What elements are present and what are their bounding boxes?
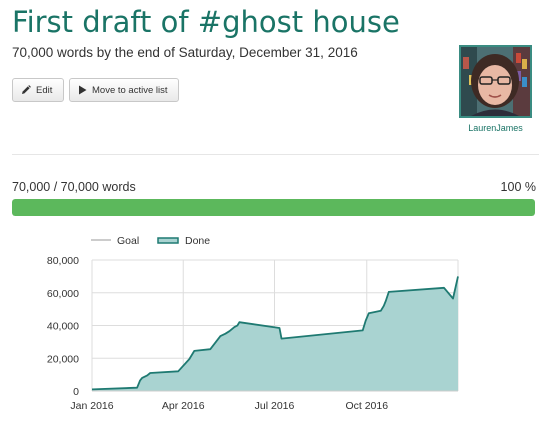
play-icon xyxy=(79,85,87,95)
chart-legend: Goal Done xyxy=(91,235,210,247)
y-tick-label: 60,000 xyxy=(47,288,79,300)
edit-button-label: Edit xyxy=(36,84,53,96)
x-tick-label: Apr 2016 xyxy=(162,400,205,412)
move-to-active-list-button[interactable]: Move to active list xyxy=(69,78,179,102)
legend-goal-label: Goal xyxy=(117,235,139,247)
word-count-label: 70,000 / 70,000 words xyxy=(12,180,136,194)
divider xyxy=(12,154,539,155)
username-link[interactable]: LaurenJames xyxy=(468,123,523,133)
pencil-icon xyxy=(22,85,31,94)
y-tick-label: 20,000 xyxy=(47,353,79,365)
edit-button[interactable]: Edit xyxy=(12,78,64,102)
chart-series xyxy=(91,276,459,391)
progress-bar-fill xyxy=(12,199,535,216)
y-tick-label: 0 xyxy=(73,386,79,398)
goal-subtitle: 70,000 words by the end of Saturday, Dec… xyxy=(12,45,358,60)
avatar-image xyxy=(461,47,530,116)
done-series-area xyxy=(92,276,458,391)
x-tick-label: Jan 2016 xyxy=(70,400,113,412)
y-tick-label: 80,000 xyxy=(47,255,79,267)
x-tick-label: Jul 2016 xyxy=(255,400,295,412)
x-tick-label: Oct 2016 xyxy=(345,400,388,412)
y-tick-label: 40,000 xyxy=(47,321,79,333)
move-button-label: Move to active list xyxy=(92,84,168,96)
percent-label: 100 % xyxy=(500,180,536,194)
chart-axes: 0 20,000 40,000 60,000 80,000 Jan 2016 Apr 201… xyxy=(47,255,458,412)
legend-done-swatch xyxy=(157,237,179,244)
progress-chart: Goal Done 0 20,000 40,000 60,000 80,000 Jan 2… xyxy=(47,235,459,412)
progress-bar xyxy=(12,199,535,216)
legend-done-label: Done xyxy=(185,235,210,247)
done-series-line xyxy=(91,276,459,391)
avatar[interactable] xyxy=(459,45,532,118)
goal-title: First draft of #ghost house xyxy=(12,5,400,39)
